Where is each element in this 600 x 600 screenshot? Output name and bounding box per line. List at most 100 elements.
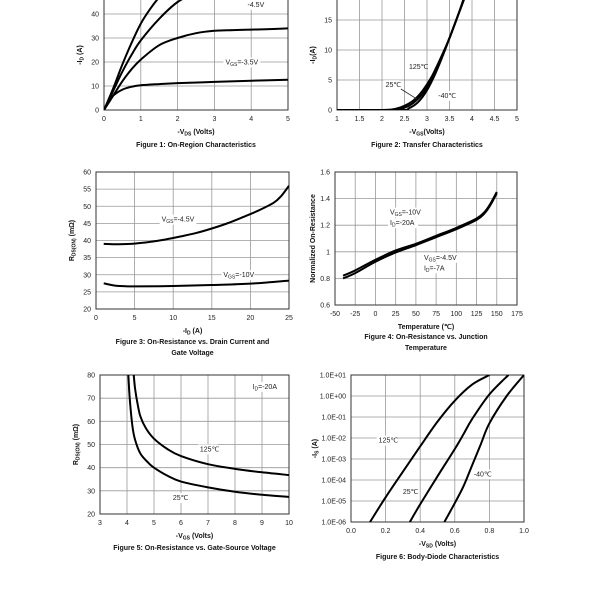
annotation-label: 125℃	[409, 64, 429, 71]
x-tick-label: 7	[206, 520, 210, 527]
series-line-3	[104, 78, 288, 110]
annotation-label: VGS=-4.5V	[424, 255, 457, 264]
annotation-bg	[388, 207, 421, 218]
x-tick-label: 0.4	[415, 528, 425, 535]
x-tick-label: 5	[515, 116, 519, 123]
annotation-bg	[221, 270, 255, 281]
y-tick-label: 60	[87, 419, 95, 426]
chart-fig4: -50 -25 0 25 50 75 100 125 150 175 0.6 0.8 1 1.2 1.4 1.…	[310, 170, 523, 353]
x-tick-label: 0.8	[485, 528, 495, 535]
series-line-0	[103, 185, 289, 246]
y-tick-label: 1.0E+01	[320, 373, 346, 380]
x-tick-label: 3.5	[445, 116, 455, 123]
figure-caption: Figure 1: On-Region Characteristics	[136, 142, 256, 149]
y-tick-label: 5	[328, 78, 332, 85]
y-tick-label: 25	[83, 289, 91, 296]
y-tick-label: 0	[95, 108, 99, 115]
annotation-label: ID=-20A	[390, 220, 415, 229]
plot-frame	[350, 374, 525, 523]
annotation-bg	[421, 252, 459, 263]
x-tick-label: 4	[249, 116, 253, 123]
x-tick-label: 25	[392, 311, 400, 318]
x-tick-label: 100	[450, 311, 462, 318]
annotation-label: 125℃	[379, 438, 399, 445]
y-tick-label: 10	[91, 84, 99, 91]
x-tick-label: 5	[152, 520, 156, 527]
x-tick-label: 125	[471, 311, 483, 318]
y-tick-label: 10	[324, 48, 332, 55]
y-tick-label: 1.2	[320, 223, 330, 230]
plot-frame	[334, 171, 518, 306]
y-tick-label: 30	[87, 488, 95, 495]
x-tick-label: 0	[102, 116, 106, 123]
plot-frame	[103, 0, 289, 111]
annotation-label: 25℃	[403, 489, 419, 496]
x-tick-label: 4	[125, 520, 129, 527]
y-tick-label: 1	[326, 249, 330, 256]
series-line-2	[104, 27, 288, 110]
series-line-1	[127, 375, 289, 498]
x-tick-label: 6	[179, 520, 183, 527]
annotation-label: VGS=-3.5V	[225, 59, 258, 68]
y-axis-label: RDS(ON) (mΩ)	[69, 220, 78, 261]
series-line-2	[443, 375, 524, 522]
x-axis-label: -ID (A)	[183, 328, 203, 337]
x-tick-label: 10	[285, 520, 293, 527]
figure-caption: Figure 5: On-Resistance vs. Gate-Source …	[113, 545, 276, 552]
y-tick-label: 20	[83, 307, 91, 314]
series-line-0	[342, 191, 498, 277]
plot-frame	[99, 374, 290, 515]
x-tick-label: 3	[212, 116, 216, 123]
y-tick-label: 1.0E-03	[321, 457, 346, 464]
x-axis-label: Temperature (℃)	[398, 323, 454, 331]
x-tick-label: 5	[286, 116, 290, 123]
x-tick-label: 5	[133, 315, 137, 322]
x-tick-label: 2.5	[400, 116, 410, 123]
annotation-bg	[170, 493, 187, 504]
annotation-bg	[383, 80, 400, 91]
x-tick-label: 10	[169, 315, 177, 322]
x-tick-label: 175	[511, 311, 523, 318]
x-tick-label: 3	[98, 520, 102, 527]
y-tick-label: 1.4	[320, 196, 330, 203]
annotation-label: -40℃	[474, 471, 492, 478]
y-tick-label: 45	[83, 221, 91, 228]
annotation-label: 25℃	[386, 82, 402, 89]
y-tick-label: 30	[83, 272, 91, 279]
y-tick-label: 0	[328, 108, 332, 115]
y-tick-label: 80	[87, 373, 95, 380]
plot-frame	[336, 0, 518, 111]
y-tick-label: 1.0E-05	[321, 499, 346, 506]
x-tick-label: 0	[373, 311, 377, 318]
x-tick-label: 150	[491, 311, 503, 318]
x-tick-label: 4	[470, 116, 474, 123]
x-tick-label: 0	[94, 315, 98, 322]
x-axis-label: -VGS(Volts)	[409, 129, 445, 138]
x-tick-label: 4.5	[490, 116, 500, 123]
y-tick-label: 60	[83, 170, 91, 177]
y-tick-label: 30	[91, 36, 99, 43]
x-tick-label: 1.5	[355, 116, 365, 123]
figure-caption-line2: Gate Voltage	[171, 350, 213, 357]
y-tick-label: 0.8	[320, 276, 330, 283]
x-axis-label: -VGS (Volts)	[176, 533, 213, 542]
y-tick-label: 0.6	[320, 303, 330, 310]
x-tick-label: 15	[208, 315, 216, 322]
x-tick-label: 3	[425, 116, 429, 123]
annotation-bg	[245, 0, 270, 10]
x-tick-label: 25	[285, 315, 293, 322]
y-axis-label: -ID(A)	[310, 46, 319, 64]
y-tick-label: 40	[83, 238, 91, 245]
annotation-label: VGS=-4.5V	[162, 217, 195, 226]
x-axis-label: -VSD (Volts)	[419, 541, 456, 550]
series-line-1	[103, 279, 289, 288]
x-tick-label: 20	[247, 315, 255, 322]
figure-caption: Figure 2: Transfer Characteristics	[371, 142, 483, 149]
annotation-bg	[388, 218, 419, 229]
annotation-label: 125℃	[200, 446, 220, 453]
y-tick-label: 1.0E+00	[320, 394, 346, 401]
y-tick-label: 50	[87, 442, 95, 449]
x-tick-label: 9	[260, 520, 264, 527]
x-tick-label: 75	[432, 311, 440, 318]
